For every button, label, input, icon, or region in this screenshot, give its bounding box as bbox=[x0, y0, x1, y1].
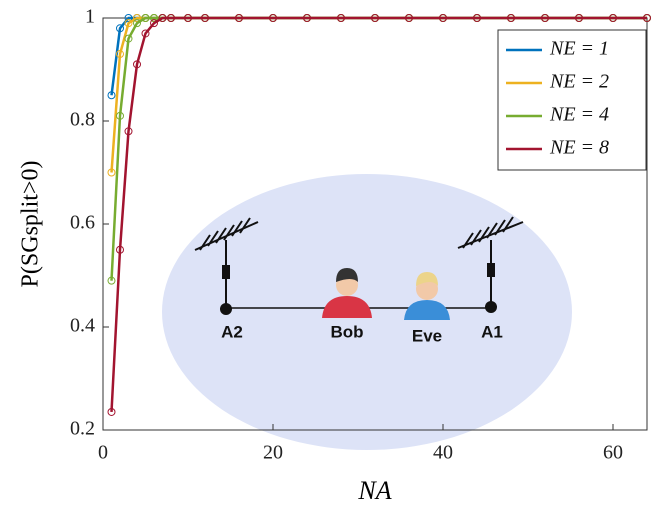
annotation: A1 bbox=[481, 322, 503, 341]
x-tick-label: 60 bbox=[603, 442, 623, 464]
y-tick-label: 0.2 bbox=[70, 418, 95, 440]
inset-diagram: A2 Bob Eve A1 bbox=[162, 174, 572, 450]
y-tick-label: 0.6 bbox=[70, 212, 95, 234]
page: {"chart_data": {"type": "line", "xlabel"… bbox=[0, 0, 652, 518]
x-tick-label: 40 bbox=[433, 442, 453, 464]
x-axis-label: NA bbox=[357, 476, 391, 505]
y-tick-label: 1 bbox=[85, 6, 95, 28]
y-tick-label: 0.4 bbox=[70, 315, 95, 337]
chart: A2 Bob Eve A1 NA P(SGsplit>0) 0.2 0.4 0.6 0… bbox=[0, 0, 652, 513]
node-a1 bbox=[485, 301, 497, 313]
antenna-right-box bbox=[487, 263, 495, 277]
x-tick-label: 0 bbox=[98, 442, 108, 464]
legend: NE = 1 NE = 2 NE = 4 NE = 8 bbox=[498, 30, 646, 170]
y-tick-label: 0.8 bbox=[70, 109, 95, 131]
antenna-left-box bbox=[222, 265, 230, 279]
annotation: Eve bbox=[412, 326, 442, 345]
legend-label: NE = 1 bbox=[549, 38, 609, 60]
annotation: A2 bbox=[221, 322, 243, 341]
legend-label: NE = 2 bbox=[549, 71, 609, 93]
legend-label: NE = 4 bbox=[549, 104, 609, 126]
legend-label: NE = 8 bbox=[549, 137, 609, 159]
y-axis-label: P(SGsplit>0) bbox=[18, 161, 44, 288]
annotation: Bob bbox=[330, 322, 363, 341]
x-tick-label: 20 bbox=[263, 442, 283, 464]
node-a2 bbox=[220, 303, 232, 315]
